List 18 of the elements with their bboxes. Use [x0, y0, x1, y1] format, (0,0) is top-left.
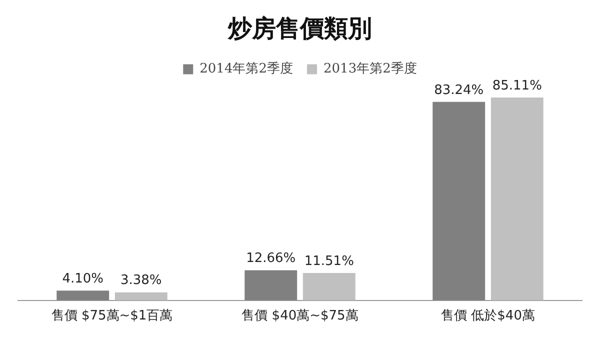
data-label: 83.24%: [434, 82, 484, 98]
data-label: 85.11%: [492, 78, 542, 94]
x-tick-label: 售價 低於$40萬: [441, 308, 535, 324]
bar: [432, 102, 486, 300]
chart-title: 炒房售價類別: [227, 14, 372, 43]
bar: [56, 290, 110, 300]
x-tick-label: 售價 $75萬~$1百萬: [51, 308, 173, 324]
legend-label: 2014年第2季度: [200, 60, 294, 77]
bar: [302, 272, 356, 300]
data-label: 11.51%: [304, 254, 354, 269]
bar: [114, 292, 168, 300]
data-label: 4.10%: [62, 272, 104, 286]
data-label: 3.38%: [120, 273, 162, 288]
bar: [490, 97, 544, 300]
bar: [244, 270, 298, 300]
legend-label: 2013年第2季度: [324, 60, 417, 77]
x-tick-label: 售價 $40萬~$75萬: [242, 308, 358, 324]
data-label: 12.66%: [246, 251, 296, 266]
